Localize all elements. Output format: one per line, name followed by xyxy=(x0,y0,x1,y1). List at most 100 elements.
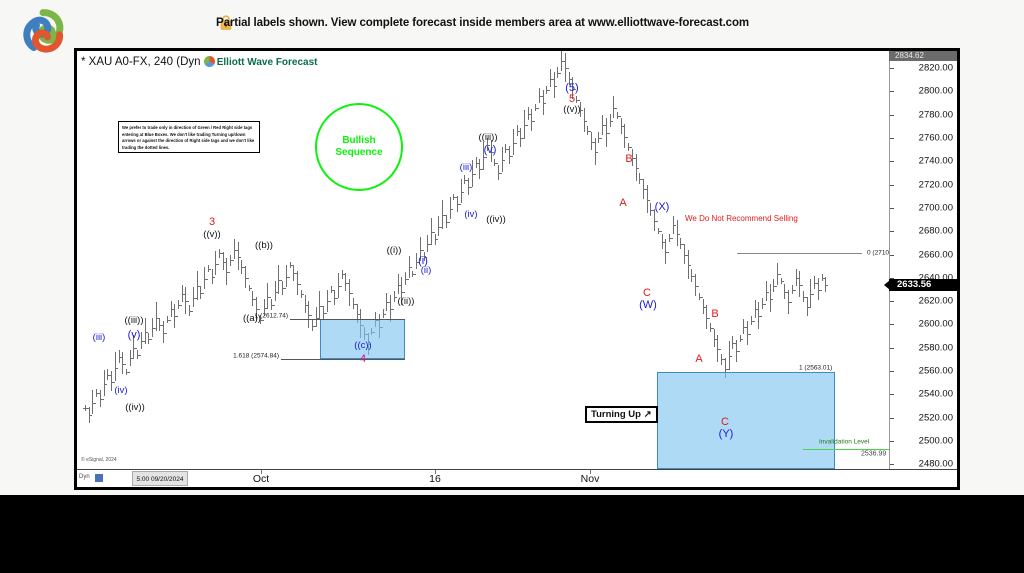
candle-open-tick xyxy=(681,244,684,245)
candle-bar xyxy=(103,369,105,397)
candle-open-tick xyxy=(112,381,115,383)
top-banner: Partial labels shown. View complete fore… xyxy=(0,9,1024,53)
wave-label-B-red: B xyxy=(711,308,719,320)
candle-bar xyxy=(330,286,332,293)
candle-open-tick xyxy=(693,275,696,277)
candle-open-tick xyxy=(722,359,725,361)
candle-bar xyxy=(397,274,399,295)
time-tick-mark xyxy=(590,470,591,474)
candle-bar xyxy=(524,110,525,139)
candle-bar xyxy=(245,266,246,289)
candle-open-tick xyxy=(123,364,126,366)
candle-bar xyxy=(739,335,741,342)
candle-bar xyxy=(137,350,139,359)
candle-open-tick xyxy=(395,296,398,298)
candle-open-tick xyxy=(183,294,186,296)
candle-open-tick xyxy=(269,296,271,298)
price-tick-mark xyxy=(890,394,894,396)
candle-bar xyxy=(587,126,589,136)
candle-bar xyxy=(222,252,224,270)
candle-bar xyxy=(579,101,581,118)
candle-bar xyxy=(564,52,566,82)
candle-open-tick xyxy=(354,303,357,305)
candle-bar xyxy=(609,113,611,127)
candle-bar xyxy=(300,289,302,299)
candle-bar xyxy=(99,389,101,408)
candle-open-tick xyxy=(172,309,175,311)
price-tick-mark xyxy=(890,464,894,466)
wave-label-5-blue: (5) xyxy=(565,82,579,94)
candle-open-tick xyxy=(641,178,643,180)
candle-bar xyxy=(687,249,689,279)
no-sell-annotation: We Do Not Recommend Selling xyxy=(685,214,798,223)
candle-open-tick xyxy=(804,296,807,298)
candle-bar xyxy=(535,104,537,111)
candle-open-tick xyxy=(239,256,242,258)
chart-frame: * XAU A0-FX, 240 (Dyn Elliott Wave Forec… xyxy=(74,48,960,490)
candle-bar xyxy=(412,270,414,278)
candle-open-tick xyxy=(800,284,803,286)
crosshair-date-box: 5:00 09/20/2024 xyxy=(132,471,188,486)
candle-open-tick xyxy=(358,314,361,315)
candle-bar xyxy=(557,66,559,78)
candle-bar xyxy=(404,272,406,286)
fib-label-2574: 1.618 (2574.84) xyxy=(233,352,279,360)
candle-bar xyxy=(349,279,351,306)
candle-open-tick xyxy=(142,340,145,342)
wave-label-ii-black: ((ii)) xyxy=(397,296,415,307)
candle-bar xyxy=(471,160,473,187)
candle-open-tick xyxy=(622,126,625,128)
candle-open-tick xyxy=(205,279,208,280)
candle-open-tick xyxy=(447,221,450,223)
page-sheet: Partial labels shown. View complete fore… xyxy=(0,0,1024,495)
candle-bar xyxy=(416,253,418,269)
candle-bar xyxy=(423,252,425,262)
candle-open-tick xyxy=(521,138,524,139)
candle-open-tick xyxy=(280,280,283,282)
candle-bar xyxy=(408,255,410,278)
candle-open-tick xyxy=(510,155,513,157)
candle-bar xyxy=(799,270,801,298)
candle-open-tick xyxy=(797,277,800,279)
candle-bar xyxy=(241,260,243,274)
candle-bar xyxy=(553,71,555,99)
time-axis[interactable]: Dyn 5:00 09/20/2024 Oct 16 Nov xyxy=(77,469,957,487)
candle-bar xyxy=(758,302,760,329)
chart-plot-area[interactable]: * XAU A0-FX, 240 (Dyn Elliott Wave Forec… xyxy=(77,51,889,469)
candle-open-tick xyxy=(548,90,550,92)
price-tick-label: 2520.00 xyxy=(918,412,953,424)
candle-open-tick xyxy=(443,214,446,216)
candle-bar xyxy=(617,112,618,119)
invalidation-level-value: 2536.99 xyxy=(861,450,887,458)
candle-bar xyxy=(568,71,570,85)
candle-open-tick xyxy=(533,120,536,122)
wave-label-A-red: A xyxy=(619,197,627,209)
wave-label-v-black: ((v)) xyxy=(563,104,581,115)
candle-open-tick xyxy=(555,85,558,87)
candle-bar xyxy=(628,142,630,152)
candle-bar xyxy=(817,277,819,300)
candle-bar xyxy=(576,96,577,103)
candle-open-tick xyxy=(332,289,335,291)
candle-bar xyxy=(334,289,336,305)
candle-open-tick xyxy=(473,174,476,176)
candle-open-tick xyxy=(745,326,748,328)
candle-open-tick xyxy=(458,204,461,206)
candle-open-tick xyxy=(131,358,134,360)
price-tick-mark xyxy=(890,277,894,279)
candle-open-tick xyxy=(469,186,472,188)
candle-bar xyxy=(230,254,232,266)
candle-bar xyxy=(743,318,745,335)
price-axis[interactable]: 2834.62 2820.00 2800.00 2780.00 2760.00 2740… xyxy=(884,51,957,470)
banner-text: Partial labels shown. View complete fore… xyxy=(216,17,750,29)
candle-bar xyxy=(505,143,507,153)
candle-open-tick xyxy=(194,297,197,299)
candle-open-tick xyxy=(730,355,733,357)
candle-bar xyxy=(326,289,328,312)
wave-label-B-red: B xyxy=(625,153,633,165)
candle-open-tick xyxy=(388,302,391,304)
candle-bar xyxy=(308,301,310,328)
price-tick-label: 2600.00 xyxy=(918,318,953,330)
candle-bar xyxy=(445,214,447,229)
candle-open-tick xyxy=(756,309,759,311)
